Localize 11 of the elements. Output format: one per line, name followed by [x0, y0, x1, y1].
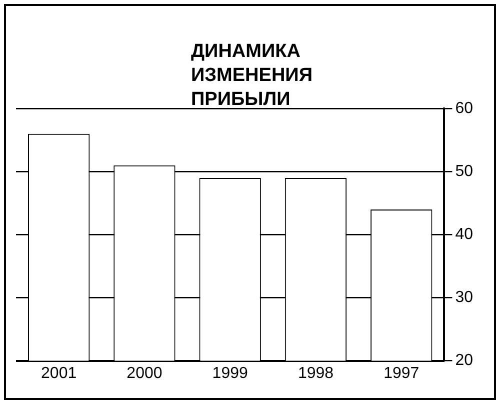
x-tick-label: 1997: [384, 364, 420, 382]
y-tick-label: 30: [455, 289, 474, 306]
y-tick-label: 20: [455, 352, 474, 370]
x-tick-label: 1999: [212, 364, 248, 382]
y-tick-label: 50: [455, 163, 474, 180]
x-tick-label: 2001: [41, 364, 77, 382]
chart-title: ДИНАМИКА ИЗМЕНЕНИЯ ПРИБЫЛИ: [191, 40, 314, 112]
y-tick-label: 40: [455, 226, 474, 244]
y-tick-label: 60: [455, 100, 474, 118]
x-tick-label: 2000: [126, 364, 162, 382]
x-tick-label: 1998: [298, 364, 334, 382]
